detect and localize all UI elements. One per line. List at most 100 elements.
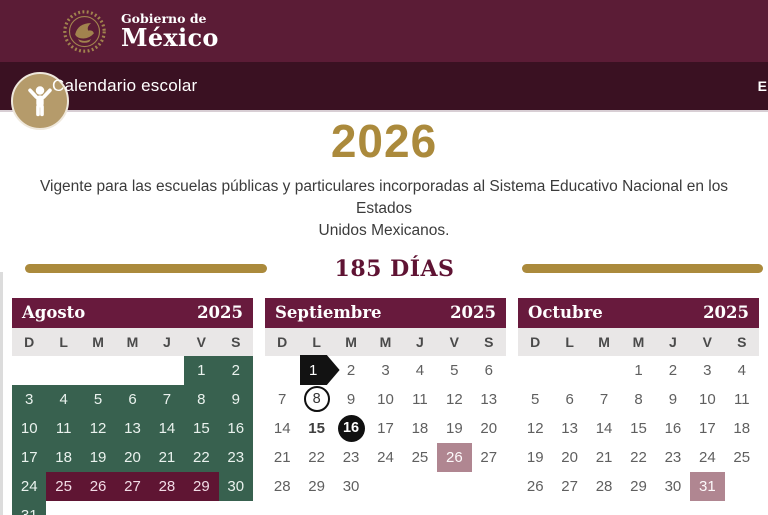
day-cell: 10 — [699, 390, 716, 408]
weekday-label: M — [126, 333, 139, 350]
mexico-eagle-seal-icon[interactable] — [62, 9, 107, 54]
day-cell: 21 — [273, 448, 291, 466]
validity-description: Vigente para las escuelas públicas y par… — [24, 176, 744, 242]
day-cell-green-highlight: 10 — [12, 413, 47, 443]
weekday-label: M — [632, 333, 645, 350]
day-cell-empty — [150, 501, 184, 515]
day-cell-empty — [552, 356, 586, 385]
government-header-bar: Gobierno de México — [0, 0, 768, 62]
day-cell: 10 — [377, 390, 394, 408]
day-cell-empty — [115, 356, 149, 385]
day-cell-bold: 15 — [308, 419, 325, 437]
day-cell: 1 — [634, 361, 643, 379]
day-cell-green-highlight: 15 — [184, 413, 219, 443]
weekday-label: V — [449, 333, 460, 350]
day-cell: 27 — [480, 448, 498, 466]
day-cell-green-highlight: 8 — [184, 384, 219, 414]
day-cell: 11 — [412, 390, 428, 408]
day-cell: 6 — [565, 390, 574, 408]
section-nav-bar: Calendario escolar E — [0, 62, 768, 130]
day-cell: 19 — [526, 448, 544, 466]
day-cell-empty — [403, 472, 437, 501]
day-cell-green-highlight: 31 — [12, 500, 47, 515]
day-cell: 16 — [664, 419, 682, 437]
day-cell: 27 — [561, 477, 578, 495]
day-cell-green-highlight: 19 — [80, 442, 116, 472]
day-cell-empty — [184, 501, 218, 515]
day-cell-green-highlight: 7 — [149, 384, 185, 414]
weekday-label: V — [196, 333, 207, 350]
day-cell: 13 — [480, 390, 498, 408]
day-cell: 17 — [377, 419, 394, 437]
clipped-nav-item[interactable]: E — [757, 78, 767, 94]
child-figure-icon[interactable] — [11, 72, 69, 130]
day-cell: 3 — [703, 361, 712, 379]
weekday-label: M — [345, 333, 357, 350]
day-cell-empty — [368, 472, 402, 501]
nav-title-calendario-escolar[interactable]: Calendario escolar — [52, 76, 198, 95]
day-cell-empty — [46, 356, 80, 385]
description-line-1: Vigente para las escuelas públicas y par… — [39, 177, 729, 217]
day-cell-maroon-highlight: 28 — [149, 471, 185, 501]
left-edge-strip — [0, 272, 3, 515]
day-cell-empty — [437, 472, 471, 501]
filled-circle-marker: 16 — [337, 414, 365, 442]
day-cell-maroon-highlight: 26 — [80, 471, 116, 501]
day-cell-green-highlight: 11 — [46, 413, 81, 443]
day-cell-green-highlight: 9 — [218, 384, 253, 414]
month-name: Agosto — [22, 303, 86, 323]
day-cell-empty — [472, 472, 506, 501]
day-cell: 2 — [668, 361, 678, 379]
day-cell-green-highlight: 30 — [218, 471, 253, 501]
main-content: 2026 Vigente para las escuelas públicas … — [0, 115, 768, 515]
day-cell-green-highlight: 23 — [218, 442, 253, 472]
day-cell-empty — [518, 356, 552, 385]
government-logo[interactable]: Gobierno de México — [121, 12, 219, 50]
day-cell-green-highlight: 20 — [115, 442, 150, 472]
month-year: 2025 — [197, 303, 243, 323]
weekday-label: D — [530, 333, 541, 350]
day-cell: 13 — [561, 419, 578, 437]
weekday-label: S — [231, 333, 241, 350]
day-cell: 14 — [273, 419, 291, 437]
page-title-year: 2026 — [330, 115, 438, 167]
day-cell-green-highlight: 16 — [218, 413, 253, 443]
month-grid: 1 2 3 4 5 6 7 8 9 10 11 12 13 14 15 16 17 18 19 20 21 22 23 24 2… — [518, 356, 759, 501]
day-cell: 21 — [595, 448, 613, 466]
day-cell-pink-highlight: 31 — [690, 471, 725, 501]
day-cell: 5 — [531, 390, 540, 408]
month-septiembre: Septiembre 2025 D L M M J V S 1 2 3 4 5 6 7 8 9 10 11 12 13 14… — [265, 297, 506, 515]
day-cell: 28 — [273, 477, 291, 495]
day-cell-empty — [265, 356, 299, 385]
day-cell-empty — [725, 472, 759, 501]
day-cell: 14 — [595, 419, 613, 437]
day-cell: 11 — [733, 390, 750, 408]
day-cell-green-highlight: 18 — [46, 442, 81, 472]
description-line-2: Unidos Mexicanos. — [318, 221, 450, 239]
day-cell: 18 — [733, 419, 751, 437]
day-cell-maroon-highlight: 27 — [115, 471, 150, 501]
day-cell-green-highlight: 3 — [12, 384, 47, 414]
day-cell: 4 — [737, 361, 746, 379]
day-cell: 9 — [668, 390, 678, 408]
day-cell: 8 — [634, 390, 643, 408]
day-cell: 17 — [699, 419, 716, 437]
day-cell: 28 — [595, 477, 613, 495]
day-cell: 7 — [278, 390, 287, 408]
day-cell: 30 — [664, 477, 682, 495]
day-cell-green-highlight: 17 — [12, 442, 47, 472]
day-cell-flag-marker: 1 — [299, 355, 340, 386]
day-cell: 19 — [446, 419, 463, 437]
day-cell-green-highlight: 5 — [80, 384, 116, 414]
day-cell: 29 — [308, 477, 325, 495]
day-cell-empty — [115, 501, 149, 515]
weekday-label: V — [702, 333, 713, 350]
circle-outline-marker: 8 — [303, 386, 330, 413]
day-cell-green-highlight: 2 — [218, 355, 253, 385]
day-cell: 22 — [630, 448, 647, 466]
month-name: Octubre — [528, 303, 603, 323]
day-cell-green-highlight: 14 — [149, 413, 185, 443]
day-cell: 22 — [308, 448, 325, 466]
